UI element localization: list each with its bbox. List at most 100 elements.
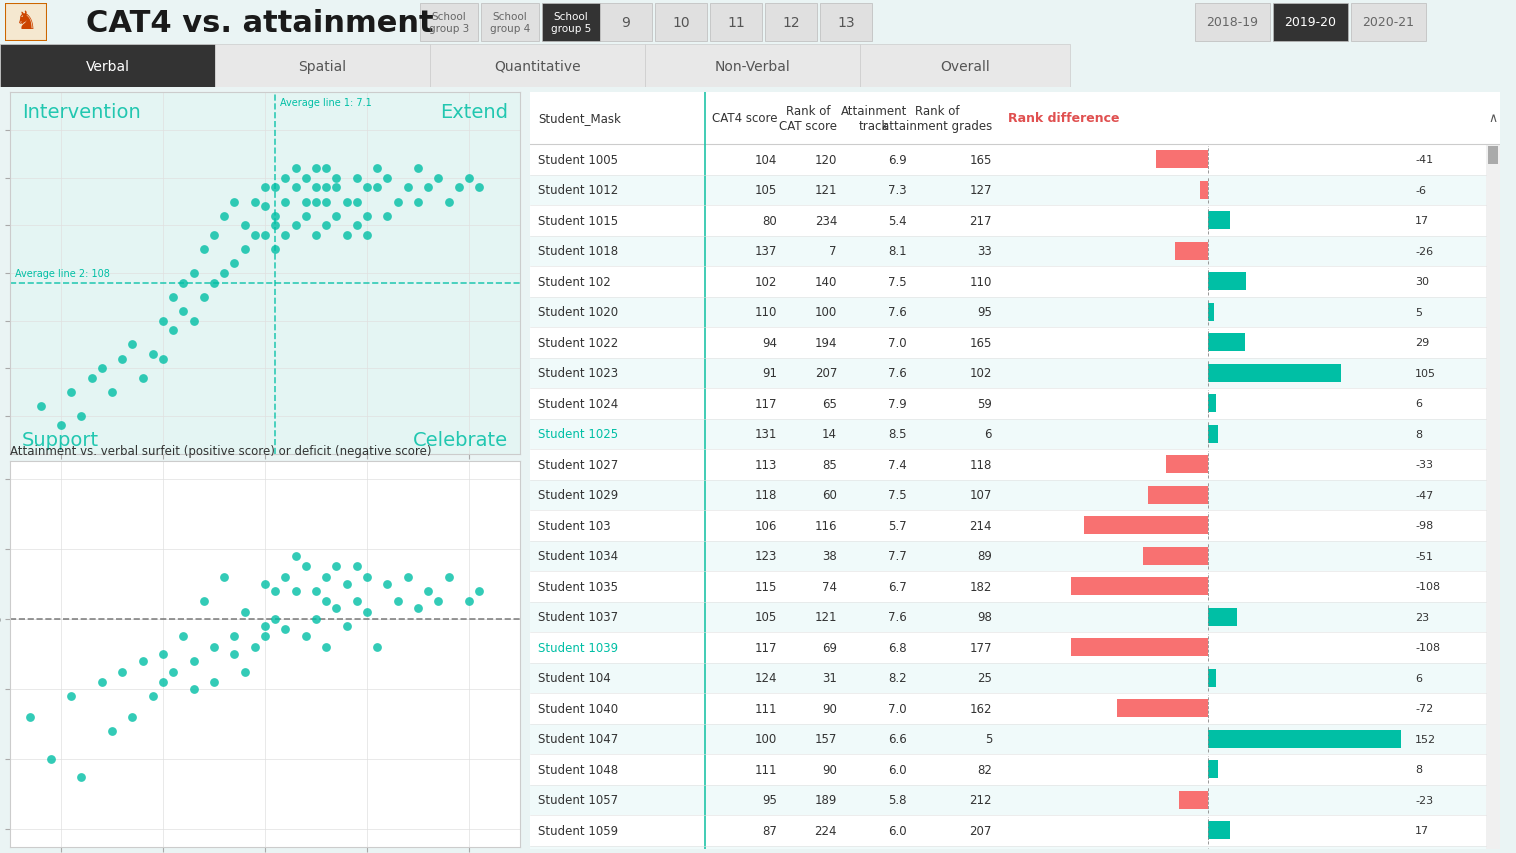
Point — [100, 386, 124, 399]
Point — [314, 571, 338, 584]
Point — [191, 243, 215, 257]
Text: Rank difference: Rank difference — [1008, 113, 1119, 125]
Bar — [531, 510, 1486, 541]
Text: Rank of
CAT score: Rank of CAT score — [779, 105, 837, 133]
Bar — [1084, 517, 1208, 535]
Text: 38: 38 — [822, 549, 837, 563]
Text: 102: 102 — [970, 367, 991, 380]
Bar — [1208, 821, 1229, 839]
Point — [89, 676, 114, 689]
Text: Student 1029: Student 1029 — [538, 489, 619, 502]
Text: 59: 59 — [978, 397, 991, 410]
Point — [264, 243, 288, 257]
Text: 7.6: 7.6 — [888, 611, 907, 624]
Bar — [860, 45, 1070, 88]
Bar — [531, 297, 1486, 328]
Text: Student 1023: Student 1023 — [538, 367, 619, 380]
Point — [141, 348, 165, 362]
Text: Student 1037: Student 1037 — [538, 611, 619, 624]
Point — [324, 560, 349, 573]
Text: 17: 17 — [1414, 216, 1430, 226]
Text: 7.6: 7.6 — [888, 367, 907, 380]
Bar — [531, 450, 1486, 480]
Bar — [276, 283, 520, 455]
Text: 8: 8 — [1414, 764, 1422, 775]
Point — [243, 641, 267, 654]
Point — [396, 571, 420, 584]
Bar — [820, 4, 872, 42]
Bar — [11, 283, 276, 455]
Point — [355, 210, 379, 223]
Bar — [1195, 4, 1270, 42]
Text: Intervention: Intervention — [23, 102, 141, 121]
Point — [355, 229, 379, 242]
Bar — [481, 4, 540, 42]
Text: 115: 115 — [755, 580, 778, 593]
Point — [294, 171, 318, 185]
Bar — [1486, 145, 1499, 849]
Text: 217: 217 — [970, 214, 991, 228]
Point — [376, 210, 400, 223]
Point — [314, 195, 338, 209]
Text: 91: 91 — [763, 367, 778, 380]
Text: 82: 82 — [978, 763, 991, 776]
Point — [223, 258, 247, 271]
Text: 14: 14 — [822, 427, 837, 441]
Text: 105: 105 — [1414, 368, 1436, 379]
Text: 7: 7 — [829, 245, 837, 258]
Point — [253, 577, 277, 591]
Point — [171, 276, 196, 290]
Point — [212, 210, 236, 223]
Point — [344, 219, 368, 233]
Point — [152, 676, 176, 689]
Bar — [1148, 851, 1208, 853]
Bar — [531, 663, 1486, 693]
Point — [161, 665, 185, 679]
Text: 7.7: 7.7 — [888, 549, 907, 563]
Point — [191, 291, 215, 305]
Bar — [531, 419, 1486, 450]
Text: 89: 89 — [978, 549, 991, 563]
Text: 6.7: 6.7 — [888, 580, 907, 593]
Text: Student 1059: Student 1059 — [538, 824, 619, 837]
Bar — [1148, 486, 1208, 504]
Bar — [766, 4, 817, 42]
Point — [335, 229, 359, 242]
Point — [120, 711, 144, 724]
Point — [120, 339, 144, 352]
Bar — [531, 602, 1486, 632]
Text: Attainment vs. verbal surfeit (positive score) or deficit (negative score): Attainment vs. verbal surfeit (positive … — [11, 444, 432, 457]
Point — [212, 267, 236, 281]
Bar — [531, 632, 1486, 663]
Point — [191, 595, 215, 608]
Bar — [1208, 304, 1214, 322]
Text: Student 1047: Student 1047 — [538, 733, 619, 746]
Point — [273, 171, 297, 185]
Text: Attainment
track: Attainment track — [841, 105, 907, 133]
Point — [182, 315, 206, 328]
Text: -41: -41 — [1414, 155, 1433, 165]
Text: School
group 5: School group 5 — [550, 12, 591, 34]
Point — [303, 195, 327, 209]
Bar — [1070, 638, 1208, 657]
Text: 121: 121 — [814, 184, 837, 197]
Text: 123: 123 — [755, 549, 778, 563]
Point — [396, 181, 420, 194]
Text: Student 1024: Student 1024 — [538, 397, 619, 410]
Text: Student 1057: Student 1057 — [538, 793, 619, 806]
Text: Student 1048: Student 1048 — [538, 763, 619, 776]
Text: 23: 23 — [1414, 612, 1430, 622]
Point — [202, 641, 226, 654]
Text: 182: 182 — [970, 580, 991, 593]
Bar — [531, 206, 1486, 236]
Point — [182, 682, 206, 696]
Point — [264, 612, 288, 626]
Bar — [1208, 273, 1246, 291]
Point — [141, 689, 165, 703]
Text: 110: 110 — [755, 306, 778, 319]
Text: Quantitative: Quantitative — [494, 60, 581, 74]
Bar — [531, 480, 1486, 510]
Text: 7.9: 7.9 — [888, 397, 907, 410]
Bar — [1179, 791, 1208, 809]
Text: Student 1040: Student 1040 — [538, 702, 619, 715]
